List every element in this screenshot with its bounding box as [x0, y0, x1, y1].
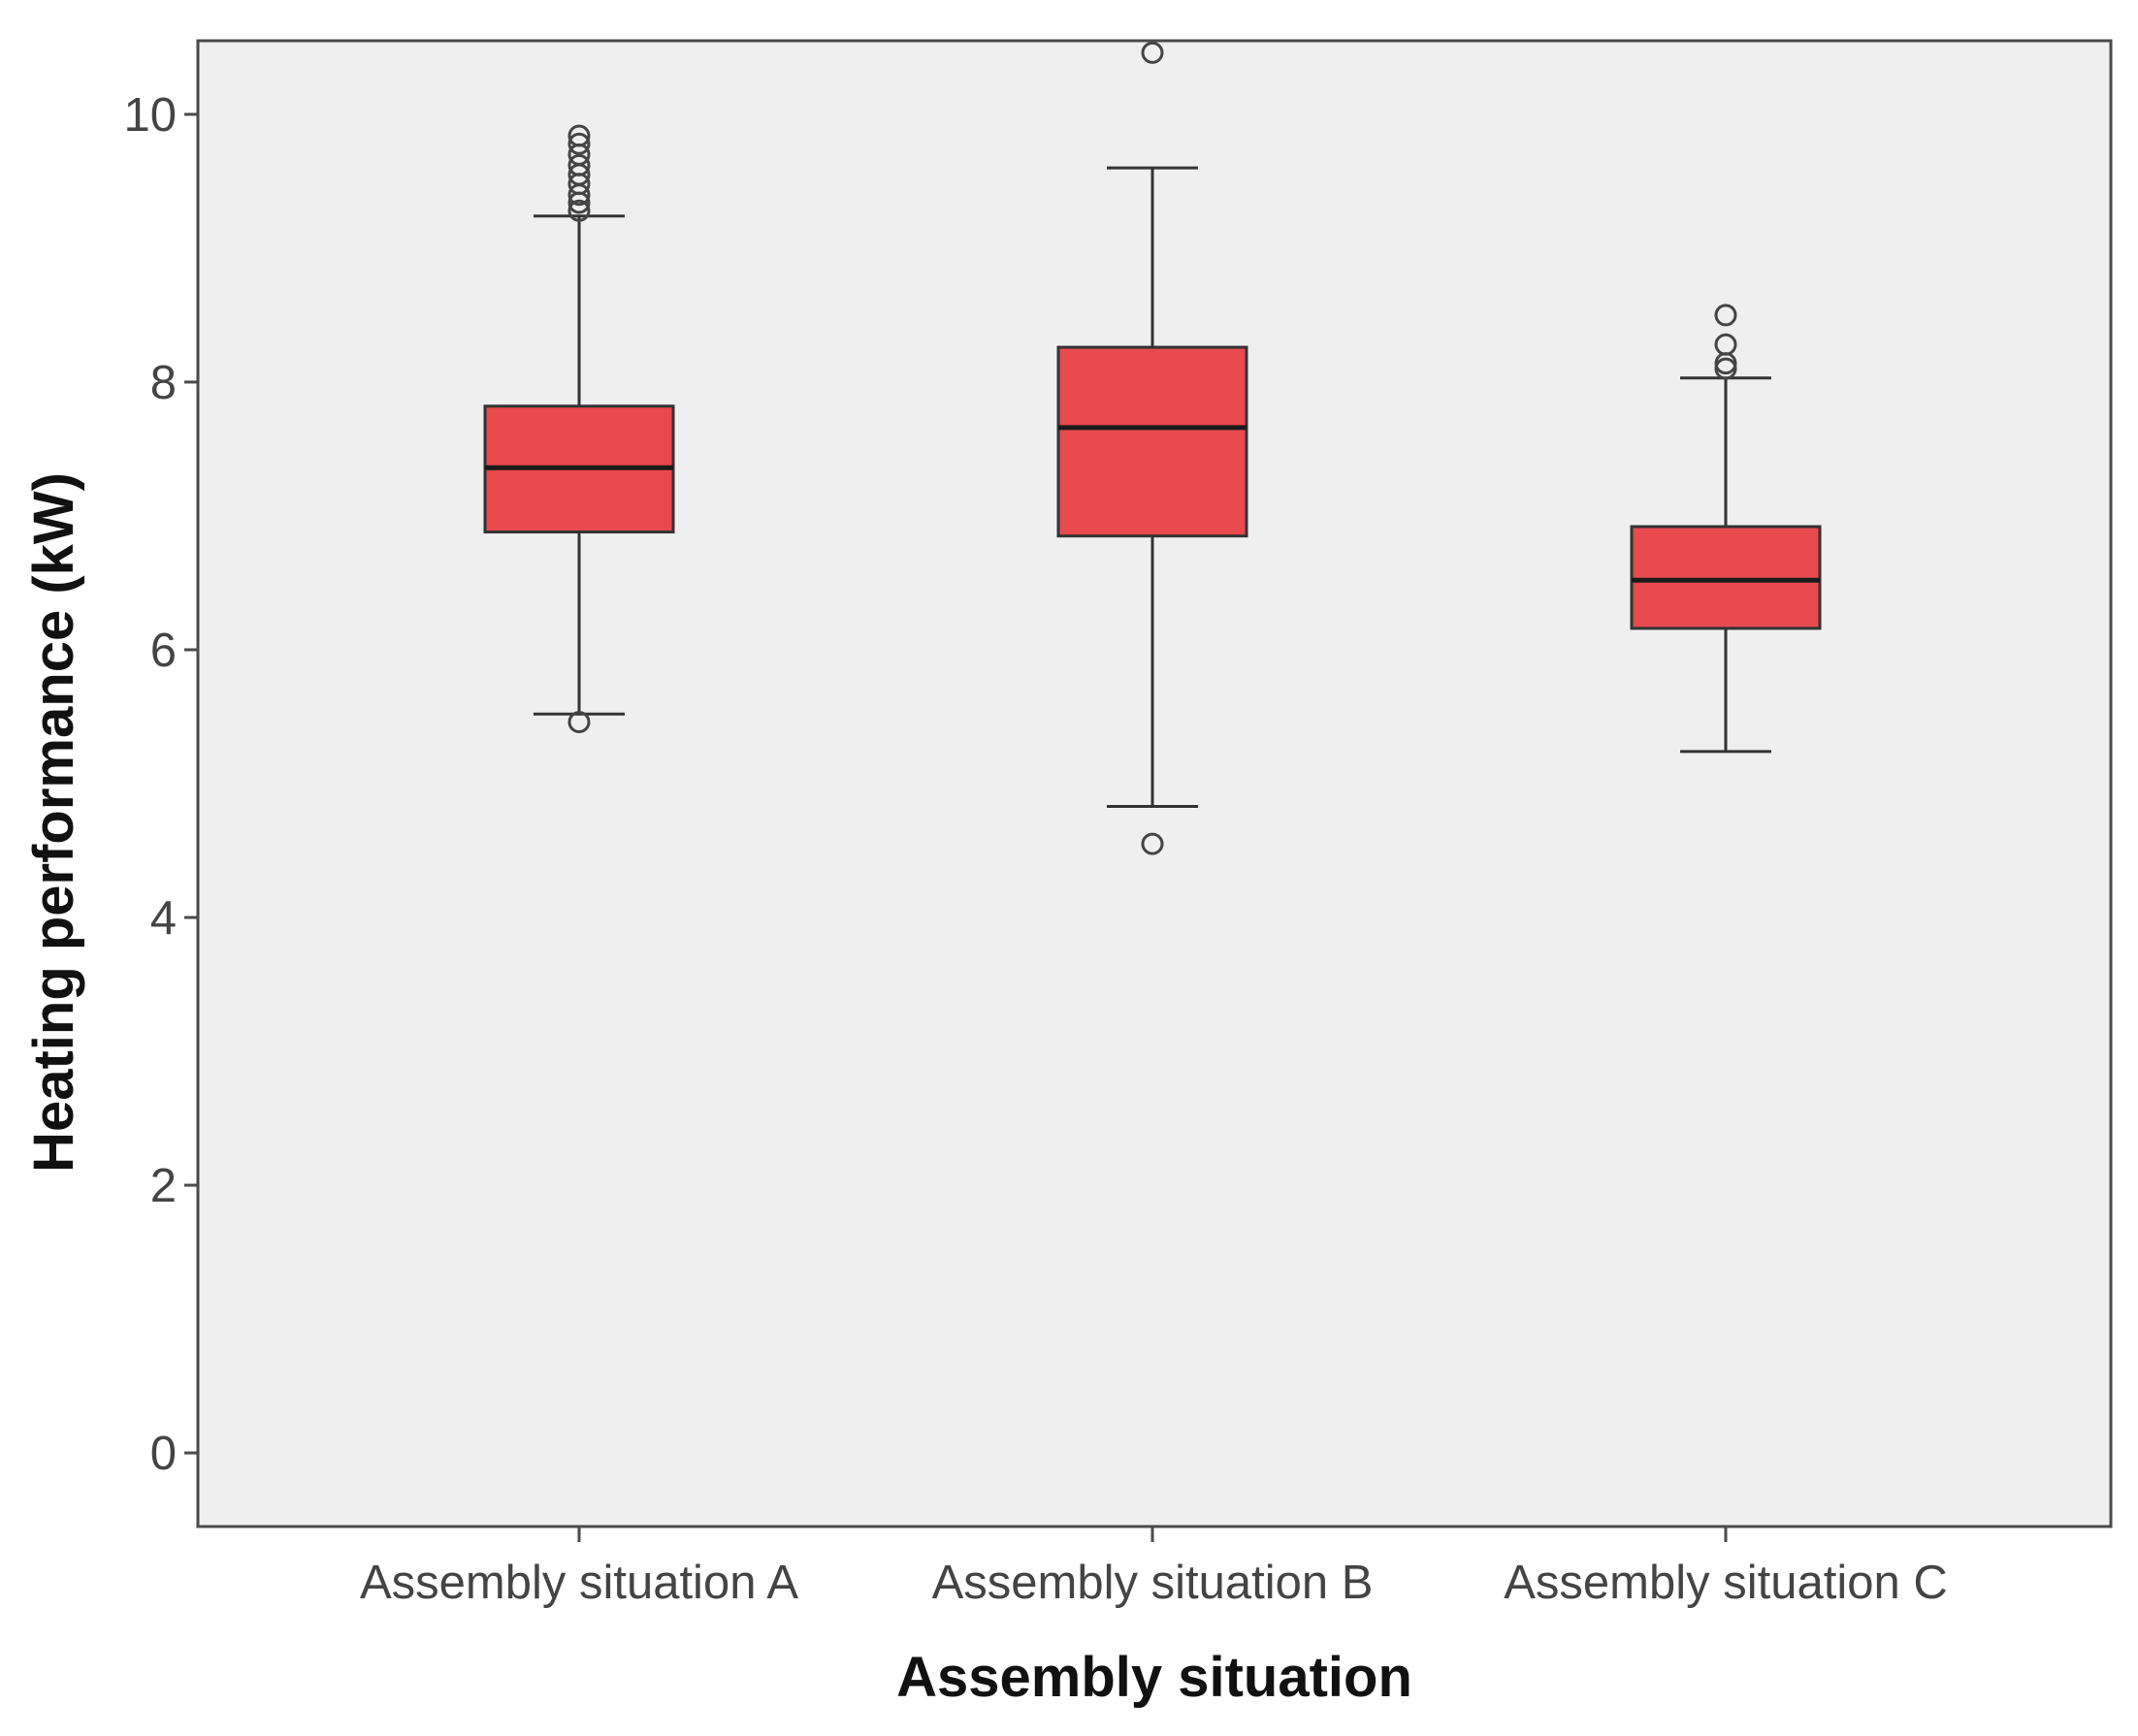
x-axis-title: Assembly situation	[896, 1646, 1412, 1709]
y-axis-title: Heating performance (kW)	[22, 472, 85, 1173]
box-group	[1056, 41, 1248, 855]
y-axis: 0 2 4 6 8 10	[123, 89, 198, 1480]
y-tick-label: 10	[123, 89, 177, 142]
outlier-point	[1714, 333, 1737, 356]
y-tick-label: 8	[150, 357, 177, 409]
iqr-box	[1056, 345, 1248, 538]
box-group	[483, 124, 675, 734]
y-tick-label: 0	[150, 1428, 177, 1480]
x-tick-label: Assembly situation C	[1504, 1557, 1948, 1609]
outlier-point	[567, 124, 591, 147]
x-tick-label: Assembly situation A	[360, 1557, 798, 1609]
outlier-point	[567, 153, 591, 177]
outlier-point	[567, 132, 591, 155]
x-tick-label: Assembly situation B	[932, 1557, 1374, 1609]
y-tick-label: 6	[150, 625, 177, 677]
iqr-box	[1630, 525, 1822, 630]
plot-background	[198, 41, 2111, 1527]
outlier-point	[567, 199, 591, 222]
outlier-point	[1141, 41, 1164, 64]
box-plot-series	[483, 41, 1822, 855]
x-axis: Assembly situation A Assembly situation B…	[360, 1527, 1948, 1609]
plot-frame	[196, 39, 2113, 1528]
y-tick-label: 4	[150, 892, 177, 945]
outlier-point	[1141, 832, 1164, 855]
y-tick-label: 2	[150, 1160, 177, 1212]
outlier-point	[567, 711, 591, 734]
outlier-point	[1714, 304, 1737, 327]
box-group	[1630, 304, 1822, 754]
